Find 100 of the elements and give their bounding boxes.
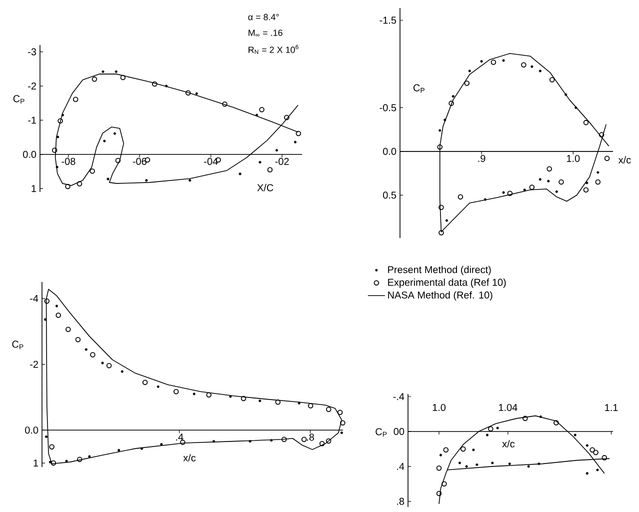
point: [547, 180, 550, 182]
y-tick-label: 0.0: [23, 150, 36, 158]
point: [326, 438, 332, 444]
x-axis-title: x/c: [502, 440, 515, 448]
point: [539, 415, 542, 418]
point: [491, 462, 494, 464]
y-tick-label: -3: [28, 48, 36, 56]
point: [44, 298, 50, 304]
y-tick-label: -.4: [393, 393, 404, 400]
point: [460, 446, 466, 452]
point: [88, 455, 91, 458]
point: [156, 385, 160, 388]
y-tick-label: 0.0: [383, 148, 396, 155]
point: [142, 380, 148, 386]
point: [439, 454, 442, 456]
point: [140, 447, 144, 450]
point: [240, 396, 246, 402]
point: [476, 463, 478, 466]
point: [445, 219, 448, 222]
point: [555, 190, 558, 193]
point: [586, 472, 588, 475]
x-axis-title: x/c: [618, 156, 631, 164]
y-axis-title: C$_{P}$: [376, 428, 387, 437]
point: [267, 167, 273, 172]
point: [465, 465, 468, 468]
point: [319, 440, 325, 446]
point: [61, 114, 64, 116]
y-axis-title: C$_{P}$: [12, 340, 24, 350]
point: [120, 370, 124, 373]
point: [72, 96, 78, 102]
point: [259, 106, 264, 112]
point: [106, 362, 112, 368]
x-tick-label: 1.0: [566, 154, 580, 162]
point: [48, 460, 52, 464]
point: [84, 348, 88, 351]
point: [586, 444, 588, 447]
annotation: R$_{N}$ = 2 X 10$^{6}$: [248, 44, 298, 54]
point: [574, 434, 576, 436]
legend-label: NASA Method (Ref. 10): [388, 291, 492, 301]
point: [145, 179, 148, 182]
point: [270, 439, 273, 442]
point: [102, 70, 104, 73]
point: [596, 468, 599, 472]
y-tick-label: -2: [30, 360, 38, 368]
point: [458, 462, 461, 464]
point: [583, 187, 589, 193]
point: [103, 140, 106, 142]
point: [195, 92, 198, 95]
point: [65, 460, 68, 462]
point: [586, 182, 588, 184]
y-tick-label: 0.0: [25, 426, 38, 434]
point: [284, 114, 290, 120]
point: [90, 352, 96, 358]
point: [192, 392, 196, 396]
point: [50, 460, 56, 466]
point: [583, 120, 589, 126]
point: [52, 148, 58, 153]
point: [301, 436, 307, 442]
point: [76, 456, 82, 462]
point: [508, 462, 511, 466]
point: [113, 132, 116, 135]
y-tick-label: -0.5: [380, 104, 396, 112]
point: [538, 462, 540, 466]
point: [554, 420, 559, 426]
point: [444, 118, 446, 122]
x-tick-label: -06: [132, 158, 146, 165]
y-tick-label: .4: [397, 462, 404, 470]
point: [275, 148, 278, 152]
x-tick-label: -04: [204, 158, 218, 165]
point: [442, 481, 447, 487]
point: [480, 60, 483, 63]
point: [468, 70, 471, 72]
y-tick-label: 1: [34, 460, 38, 466]
point: [56, 166, 58, 168]
point: [294, 140, 297, 144]
point: [452, 95, 454, 98]
point: [229, 395, 232, 398]
legend-label: Experimental data (Ref 10): [388, 278, 506, 288]
point: [438, 230, 444, 236]
point: [258, 160, 262, 164]
point: [507, 190, 513, 196]
point: [488, 426, 494, 432]
point: [326, 406, 332, 412]
point: [549, 77, 555, 82]
x-tick-label: -08: [62, 158, 76, 165]
point: [56, 312, 61, 318]
point: [436, 490, 442, 496]
point: [538, 70, 542, 72]
point: [564, 93, 568, 96]
point: [174, 388, 179, 394]
text: α = 8.4°: [248, 14, 279, 20]
point: [437, 144, 442, 150]
point: [502, 191, 505, 194]
point: [188, 179, 192, 182]
point: [76, 181, 82, 186]
point: [275, 400, 281, 405]
point: [120, 74, 126, 80]
point: [160, 442, 163, 446]
y-tick-label: -4: [30, 295, 38, 302]
point: [49, 444, 54, 450]
